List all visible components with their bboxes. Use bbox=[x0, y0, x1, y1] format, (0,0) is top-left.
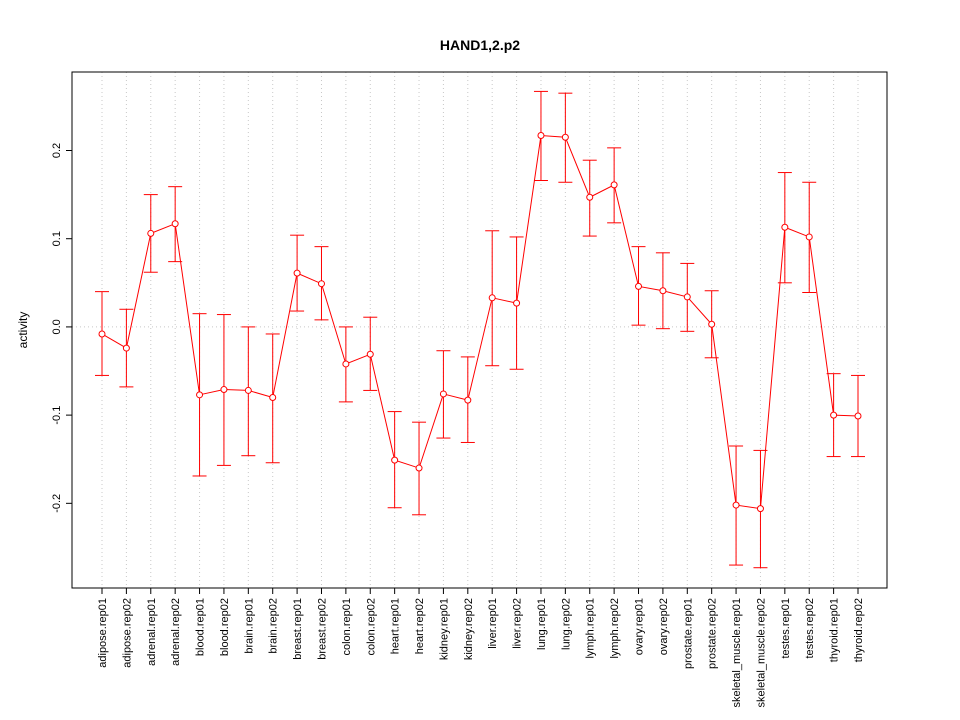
data-point bbox=[439, 390, 447, 398]
data-point bbox=[122, 344, 130, 352]
y-axis-label: activity bbox=[16, 312, 30, 349]
x-tick-label: blood.rep02 bbox=[219, 598, 231, 656]
x-tick-label: testes.rep02 bbox=[804, 598, 816, 659]
data-point bbox=[732, 501, 740, 509]
data-point bbox=[196, 391, 204, 399]
x-tick-label: lymph.rep02 bbox=[609, 598, 621, 659]
x-tick-label: liver.rep02 bbox=[512, 598, 524, 649]
x-tick-label: breast.rep01 bbox=[292, 598, 304, 660]
data-point bbox=[269, 393, 277, 401]
x-tick-label: thyroid.rep01 bbox=[829, 598, 841, 662]
data-point bbox=[537, 132, 545, 140]
data-point bbox=[342, 360, 350, 368]
x-tick-label: lymph.rep01 bbox=[585, 598, 597, 659]
data-point bbox=[415, 464, 423, 472]
y-tick-label: -0.2 bbox=[51, 494, 63, 513]
x-tick-label: colon.rep01 bbox=[341, 598, 353, 656]
x-tick-label: brain.rep01 bbox=[243, 598, 255, 654]
data-point bbox=[244, 386, 252, 394]
data-point bbox=[586, 193, 594, 201]
data-point bbox=[756, 505, 764, 513]
data-point bbox=[830, 411, 838, 419]
data-point bbox=[98, 330, 106, 338]
data-point bbox=[635, 282, 643, 290]
data-point bbox=[683, 293, 691, 301]
x-tick-label: brain.rep02 bbox=[268, 598, 280, 654]
x-tick-label: adrenal.rep01 bbox=[146, 598, 158, 666]
data-point bbox=[708, 320, 716, 328]
x-tick-label: skeletal_muscle.rep02 bbox=[755, 598, 767, 707]
data-point bbox=[317, 280, 325, 288]
x-tick-label: thyroid.rep02 bbox=[853, 598, 865, 662]
y-tick-label: -0.1 bbox=[51, 406, 63, 425]
data-point bbox=[391, 456, 399, 464]
data-point bbox=[659, 287, 667, 295]
data-point bbox=[220, 386, 228, 394]
axes: -0.2 -0.1 0.0 0.1 0.2 adipose.rep01 adipose.re… bbox=[51, 143, 865, 708]
y-tick-label: 0.0 bbox=[51, 319, 63, 334]
x-tick-label: adipose.rep02 bbox=[121, 598, 133, 668]
data-point bbox=[171, 220, 179, 228]
data-point bbox=[147, 229, 155, 237]
x-tick-label: kidney.rep02 bbox=[463, 598, 475, 660]
chart-title: HAND1,2.p2 bbox=[440, 37, 520, 53]
data-point bbox=[488, 294, 496, 302]
data-point bbox=[513, 299, 521, 307]
data-point bbox=[464, 396, 472, 404]
data-point bbox=[561, 133, 569, 141]
plot-frame bbox=[71, 71, 888, 589]
x-tick-label: lung.rep01 bbox=[536, 598, 548, 650]
y-tick-label: 0.1 bbox=[51, 231, 63, 246]
y-tick-label: 0.2 bbox=[51, 143, 63, 158]
x-tick-label: adipose.rep01 bbox=[97, 598, 109, 668]
x-tick-label: heart.rep01 bbox=[390, 598, 402, 654]
x-tick-label: kidney.rep01 bbox=[438, 598, 450, 660]
data-point bbox=[781, 223, 789, 231]
x-tick-label: breast.rep02 bbox=[316, 598, 328, 660]
x-tick-label: ovary.rep02 bbox=[658, 598, 670, 655]
data-point bbox=[854, 412, 862, 420]
data-point bbox=[366, 350, 374, 358]
x-tick-label: prostate.rep02 bbox=[707, 598, 719, 669]
data-point bbox=[805, 233, 813, 241]
x-tick-label: colon.rep02 bbox=[365, 598, 377, 656]
x-tick-label: blood.rep01 bbox=[195, 598, 207, 656]
series-line bbox=[101, 134, 859, 510]
data-point bbox=[610, 181, 618, 189]
x-tick-label: liver.rep01 bbox=[487, 598, 499, 649]
grid bbox=[72, 72, 887, 588]
x-tick-label: heart.rep02 bbox=[414, 598, 426, 654]
x-tick-label: skeletal_muscle.rep01 bbox=[731, 598, 743, 707]
x-tick-label: ovary.rep01 bbox=[634, 598, 646, 655]
series bbox=[95, 90, 865, 569]
x-tick-label: prostate.rep01 bbox=[682, 598, 694, 669]
x-tick-label: testes.rep01 bbox=[780, 598, 792, 659]
x-tick-label: lung.rep02 bbox=[560, 598, 572, 650]
data-point bbox=[293, 269, 301, 277]
x-tick-label: adrenal.rep02 bbox=[170, 598, 182, 666]
